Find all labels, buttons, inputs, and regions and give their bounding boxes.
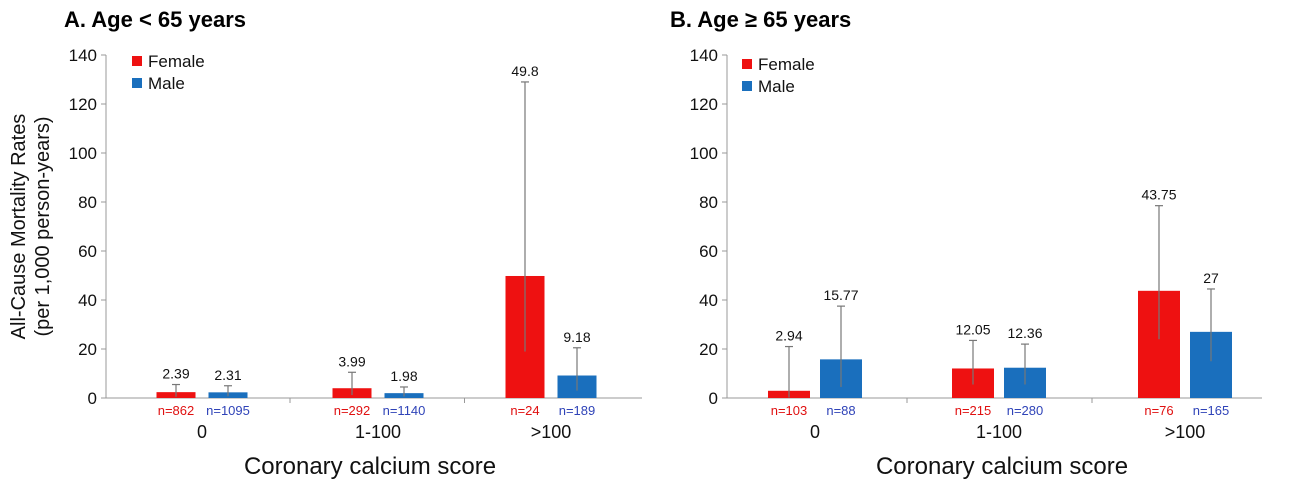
panel-title: B. Age ≥ 65 years [670,7,851,32]
x-axis-label: Coronary calcium score [244,453,496,480]
x-axis-label: Coronary calcium score [876,453,1128,480]
y-tick-label: 0 [88,389,97,408]
x-tick-label: >100 [1165,422,1206,442]
x-tick-label: 1-100 [976,422,1022,442]
legend-swatch-male [132,78,142,88]
sample-size-label: n=165 [1193,403,1230,418]
panel-a: A. Age < 65 years 0 20 40 60 80 100 120 140 All-C… [8,7,642,480]
data-label: 9.18 [563,329,590,345]
legend-label: Female [148,52,205,71]
legend-swatch-female [132,56,142,66]
data-label: 49.8 [511,63,538,79]
y-tick-label: 40 [699,291,718,310]
sample-size-label: n=292 [334,403,371,418]
y-tick-label: 120 [69,95,97,114]
data-label: 12.05 [955,321,990,337]
y-tick-label: 80 [699,193,718,212]
panel-title: A. Age < 65 years [64,7,246,32]
x-tick-label: 0 [197,422,207,442]
legend-swatch-male [742,81,752,91]
y-tick-label: 120 [690,95,718,114]
y-tick-label: 20 [78,340,97,359]
data-label: 1.98 [390,368,417,384]
y-tick-label: 0 [709,389,718,408]
sample-size-label: n=76 [1144,403,1173,418]
data-label: 12.36 [1007,325,1042,341]
data-label: 2.31 [214,367,241,383]
sample-size-label: n=1095 [206,403,250,418]
legend-label: Female [758,55,815,74]
panel-b: B. Age ≥ 65 years 0 20 40 60 80 100 120 140 0 1-10… [670,7,1262,480]
legend-swatch-female [742,59,752,69]
legend-label: Male [148,74,185,93]
x-tick-label: >100 [531,422,572,442]
x-tick-label: 1-100 [355,422,401,442]
sample-size-label: n=24 [510,403,539,418]
y-tick-label: 60 [699,242,718,261]
data-label: 3.99 [338,353,365,369]
y-tick-label: 40 [78,291,97,310]
y-tick-label: 100 [69,144,97,163]
sample-size-label: n=280 [1007,403,1044,418]
y-tick-label: 100 [690,144,718,163]
data-label: 43.75 [1141,187,1176,203]
sample-size-label: n=88 [826,403,855,418]
sample-size-label: n=862 [158,403,195,418]
sample-size-label: n=103 [771,403,808,418]
y-tick-label: 80 [78,193,97,212]
y-tick-label: 140 [69,46,97,65]
sample-size-label: n=189 [559,403,596,418]
data-label: 27 [1203,270,1219,286]
sample-size-label: n=215 [955,403,992,418]
y-tick-label: 60 [78,242,97,261]
y-tick-label: 20 [699,340,718,359]
sample-size-label: n=1140 [383,403,426,418]
data-label: 2.39 [162,366,189,382]
y-axis-label: (per 1,000 person-years) [32,116,54,336]
data-label: 15.77 [823,287,858,303]
data-label: 2.94 [775,328,802,344]
y-axis-label: All-Cause Mortality Rates [8,114,30,340]
x-tick-label: 0 [810,422,820,442]
legend-label: Male [758,77,795,96]
y-tick-label: 140 [690,46,718,65]
